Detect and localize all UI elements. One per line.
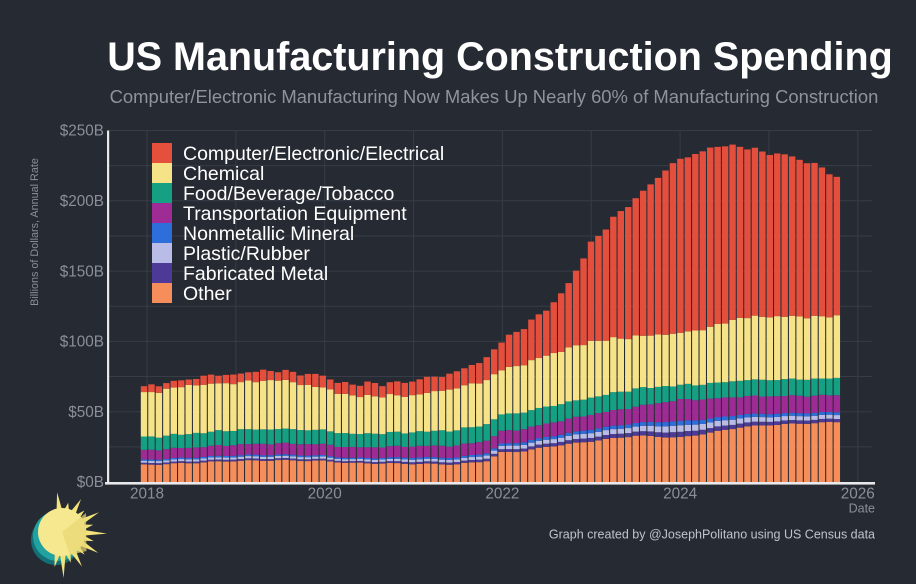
svg-text:Billions of Dollars, Annual Ra: Billions of Dollars, Annual Rate	[29, 158, 41, 306]
svg-text:Chemical: Chemical	[183, 163, 264, 185]
svg-text:$0B: $0B	[77, 474, 104, 491]
svg-text:2020: 2020	[308, 486, 342, 503]
svg-text:Computer/Electronic/Electrical: Computer/Electronic/Electrical	[183, 143, 444, 165]
svg-text:2026: 2026	[841, 486, 875, 503]
svg-text:2018: 2018	[130, 486, 164, 503]
svg-text:2024: 2024	[663, 486, 698, 503]
svg-text:Date: Date	[849, 502, 875, 516]
svg-text:$50B: $50B	[68, 404, 104, 421]
svg-text:Plastic/Rubber: Plastic/Rubber	[183, 243, 310, 265]
svg-text:Nonmetallic Mineral: Nonmetallic Mineral	[183, 223, 354, 245]
svg-text:Food/Beverage/Tobacco: Food/Beverage/Tobacco	[183, 183, 395, 205]
svg-text:$250B: $250B	[60, 123, 104, 140]
svg-text:Graph created by @JosephPolita: Graph created by @JosephPolitano using U…	[549, 528, 875, 542]
svg-text:$200B: $200B	[60, 193, 104, 210]
svg-text:Other: Other	[183, 283, 232, 305]
svg-text:2022: 2022	[485, 486, 519, 503]
svg-text:Fabricated Metal: Fabricated Metal	[183, 263, 328, 285]
svg-text:Transportation Equipment: Transportation Equipment	[183, 203, 407, 225]
svg-text:$150B: $150B	[60, 263, 104, 280]
svg-text:$100B: $100B	[60, 334, 104, 351]
